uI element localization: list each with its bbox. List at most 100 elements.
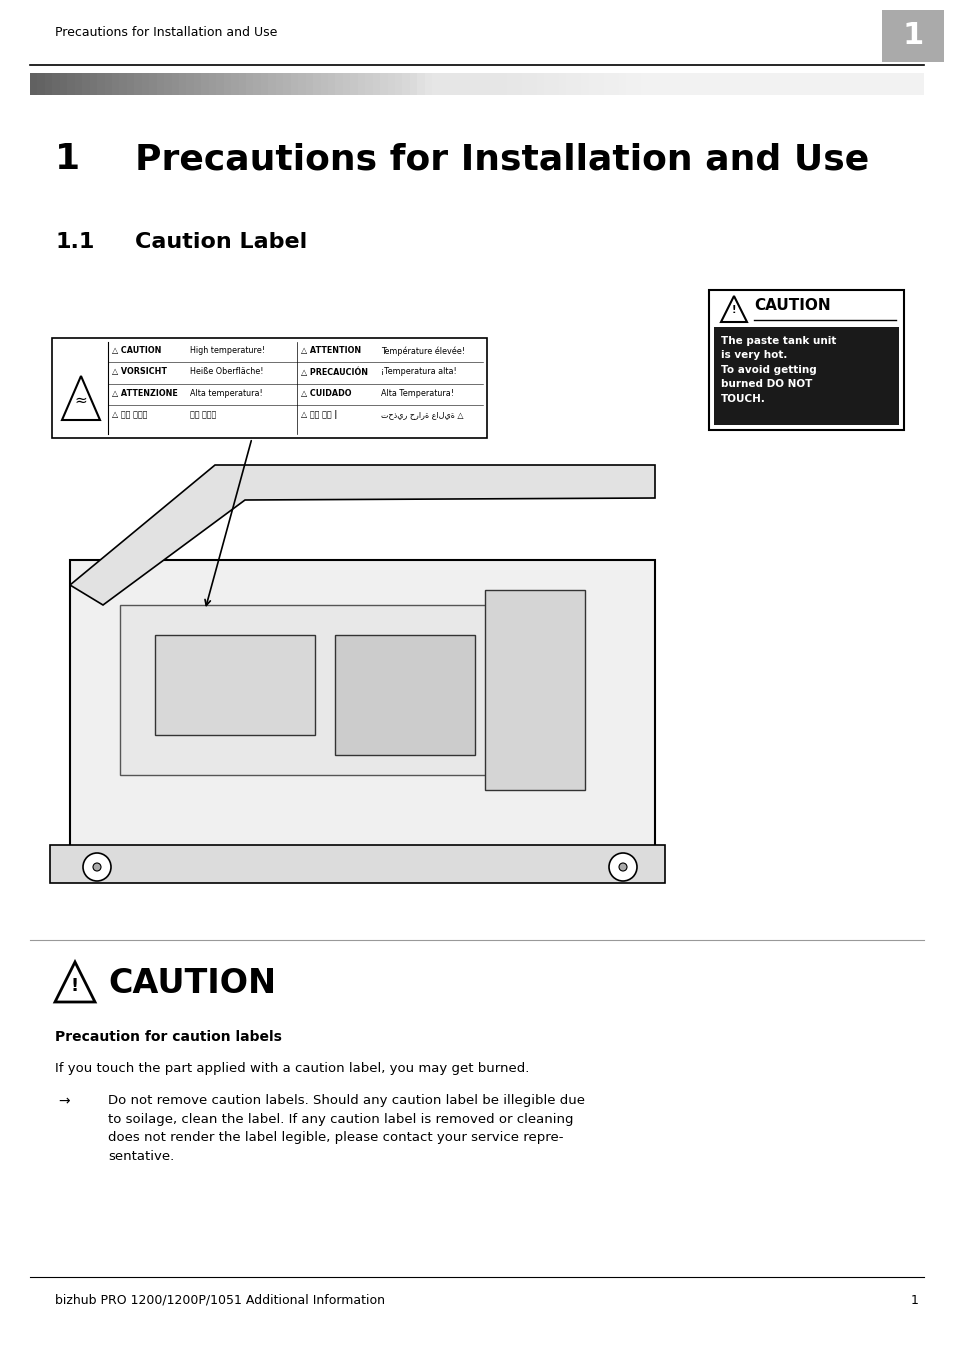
FancyBboxPatch shape [335, 635, 475, 754]
Text: CAUTION: CAUTION [753, 297, 830, 314]
Bar [283, 73, 291, 95]
Bar [715, 73, 722, 95]
Bar [774, 73, 781, 95]
Text: Precautions for Installation and Use: Precautions for Installation and Use [55, 26, 277, 38]
Bar [455, 73, 461, 95]
FancyBboxPatch shape [484, 589, 584, 790]
Text: ≈: ≈ [74, 392, 88, 407]
Bar [722, 73, 730, 95]
Bar [469, 73, 476, 95]
Bar [640, 73, 648, 95]
Bar [670, 73, 678, 95]
Bar [514, 73, 521, 95]
Bar [781, 73, 789, 95]
Bar [633, 73, 640, 95]
Text: Precautions for Installation and Use: Precautions for Installation and Use [135, 142, 868, 176]
Bar [328, 73, 335, 95]
Bar [662, 73, 670, 95]
Bar [863, 73, 871, 95]
Text: Alta Temperatura!: Alta Temperatura! [381, 389, 454, 397]
Bar [618, 73, 625, 95]
Bar [67, 73, 74, 95]
Bar [543, 73, 551, 95]
Bar [209, 73, 216, 95]
Bar [580, 73, 588, 95]
Bar [498, 73, 506, 95]
Bar [841, 73, 848, 95]
Text: CAUTION: CAUTION [108, 967, 275, 1000]
Bar [37, 73, 45, 95]
Text: 1: 1 [55, 142, 80, 176]
Bar [797, 73, 804, 95]
FancyBboxPatch shape [50, 845, 664, 883]
Bar [692, 73, 700, 95]
Bar [901, 73, 908, 95]
Bar [760, 73, 767, 95]
Bar [447, 73, 455, 95]
Bar [105, 73, 112, 95]
Bar [424, 73, 432, 95]
Bar [149, 73, 156, 95]
Bar [231, 73, 238, 95]
Text: The paste tank unit
is very hot.
To avoid getting
burned DO NOT
TOUCH.: The paste tank unit is very hot. To avoi… [720, 337, 836, 404]
Bar [90, 73, 97, 95]
Bar [767, 73, 774, 95]
Bar [574, 73, 580, 95]
Bar [127, 73, 134, 95]
Text: bizhub PRO 1200/1200P/1051 Additional Information: bizhub PRO 1200/1200P/1051 Additional In… [55, 1294, 385, 1306]
Polygon shape [720, 296, 746, 322]
Bar [789, 73, 797, 95]
Bar [379, 73, 387, 95]
Bar [826, 73, 834, 95]
Bar [685, 73, 692, 95]
Bar [856, 73, 863, 95]
Bar [373, 73, 379, 95]
Text: △ CUIDADO: △ CUIDADO [301, 389, 355, 397]
Bar [45, 73, 52, 95]
Bar [603, 73, 611, 95]
Bar [893, 73, 901, 95]
Bar [536, 73, 543, 95]
Bar [707, 73, 715, 95]
Circle shape [83, 853, 111, 882]
Bar [193, 73, 201, 95]
Bar [625, 73, 633, 95]
Bar [97, 73, 105, 95]
Text: 1: 1 [902, 22, 923, 50]
Text: ¡Temperatura alta!: ¡Temperatura alta! [381, 368, 456, 376]
Bar [804, 73, 811, 95]
FancyBboxPatch shape [882, 9, 943, 62]
Text: 1: 1 [910, 1294, 918, 1306]
Polygon shape [70, 465, 655, 604]
Bar [461, 73, 469, 95]
Bar [216, 73, 223, 95]
Bar [410, 73, 417, 95]
Bar [492, 73, 498, 95]
Bar [357, 73, 365, 95]
FancyBboxPatch shape [713, 327, 898, 425]
Bar [119, 73, 127, 95]
Text: Alta temperatura!: Alta temperatura! [190, 389, 262, 397]
Text: △ ATTENTION: △ ATTENTION [301, 346, 364, 356]
Bar [268, 73, 275, 95]
Bar [655, 73, 662, 95]
Bar [335, 73, 342, 95]
Bar [387, 73, 395, 95]
Text: Precaution for caution labels: Precaution for caution labels [55, 1030, 281, 1044]
Polygon shape [62, 376, 100, 420]
Text: △ ATTENZIONE: △ ATTENZIONE [112, 389, 180, 397]
Bar [811, 73, 819, 95]
Bar [506, 73, 514, 95]
Bar [246, 73, 253, 95]
Text: Heiße Oberfläche!: Heiße Oberfläche! [190, 368, 263, 376]
Bar [879, 73, 886, 95]
Text: Do not remove caution labels. Should any caution label be illegible due
to soila: Do not remove caution labels. Should any… [108, 1094, 584, 1163]
Circle shape [608, 853, 637, 882]
Bar [819, 73, 826, 95]
Circle shape [618, 863, 626, 871]
Bar [291, 73, 298, 95]
Text: Caution Label: Caution Label [135, 233, 307, 251]
Text: High temperature!: High temperature! [190, 346, 265, 356]
Text: !: ! [731, 306, 736, 315]
Bar [730, 73, 737, 95]
